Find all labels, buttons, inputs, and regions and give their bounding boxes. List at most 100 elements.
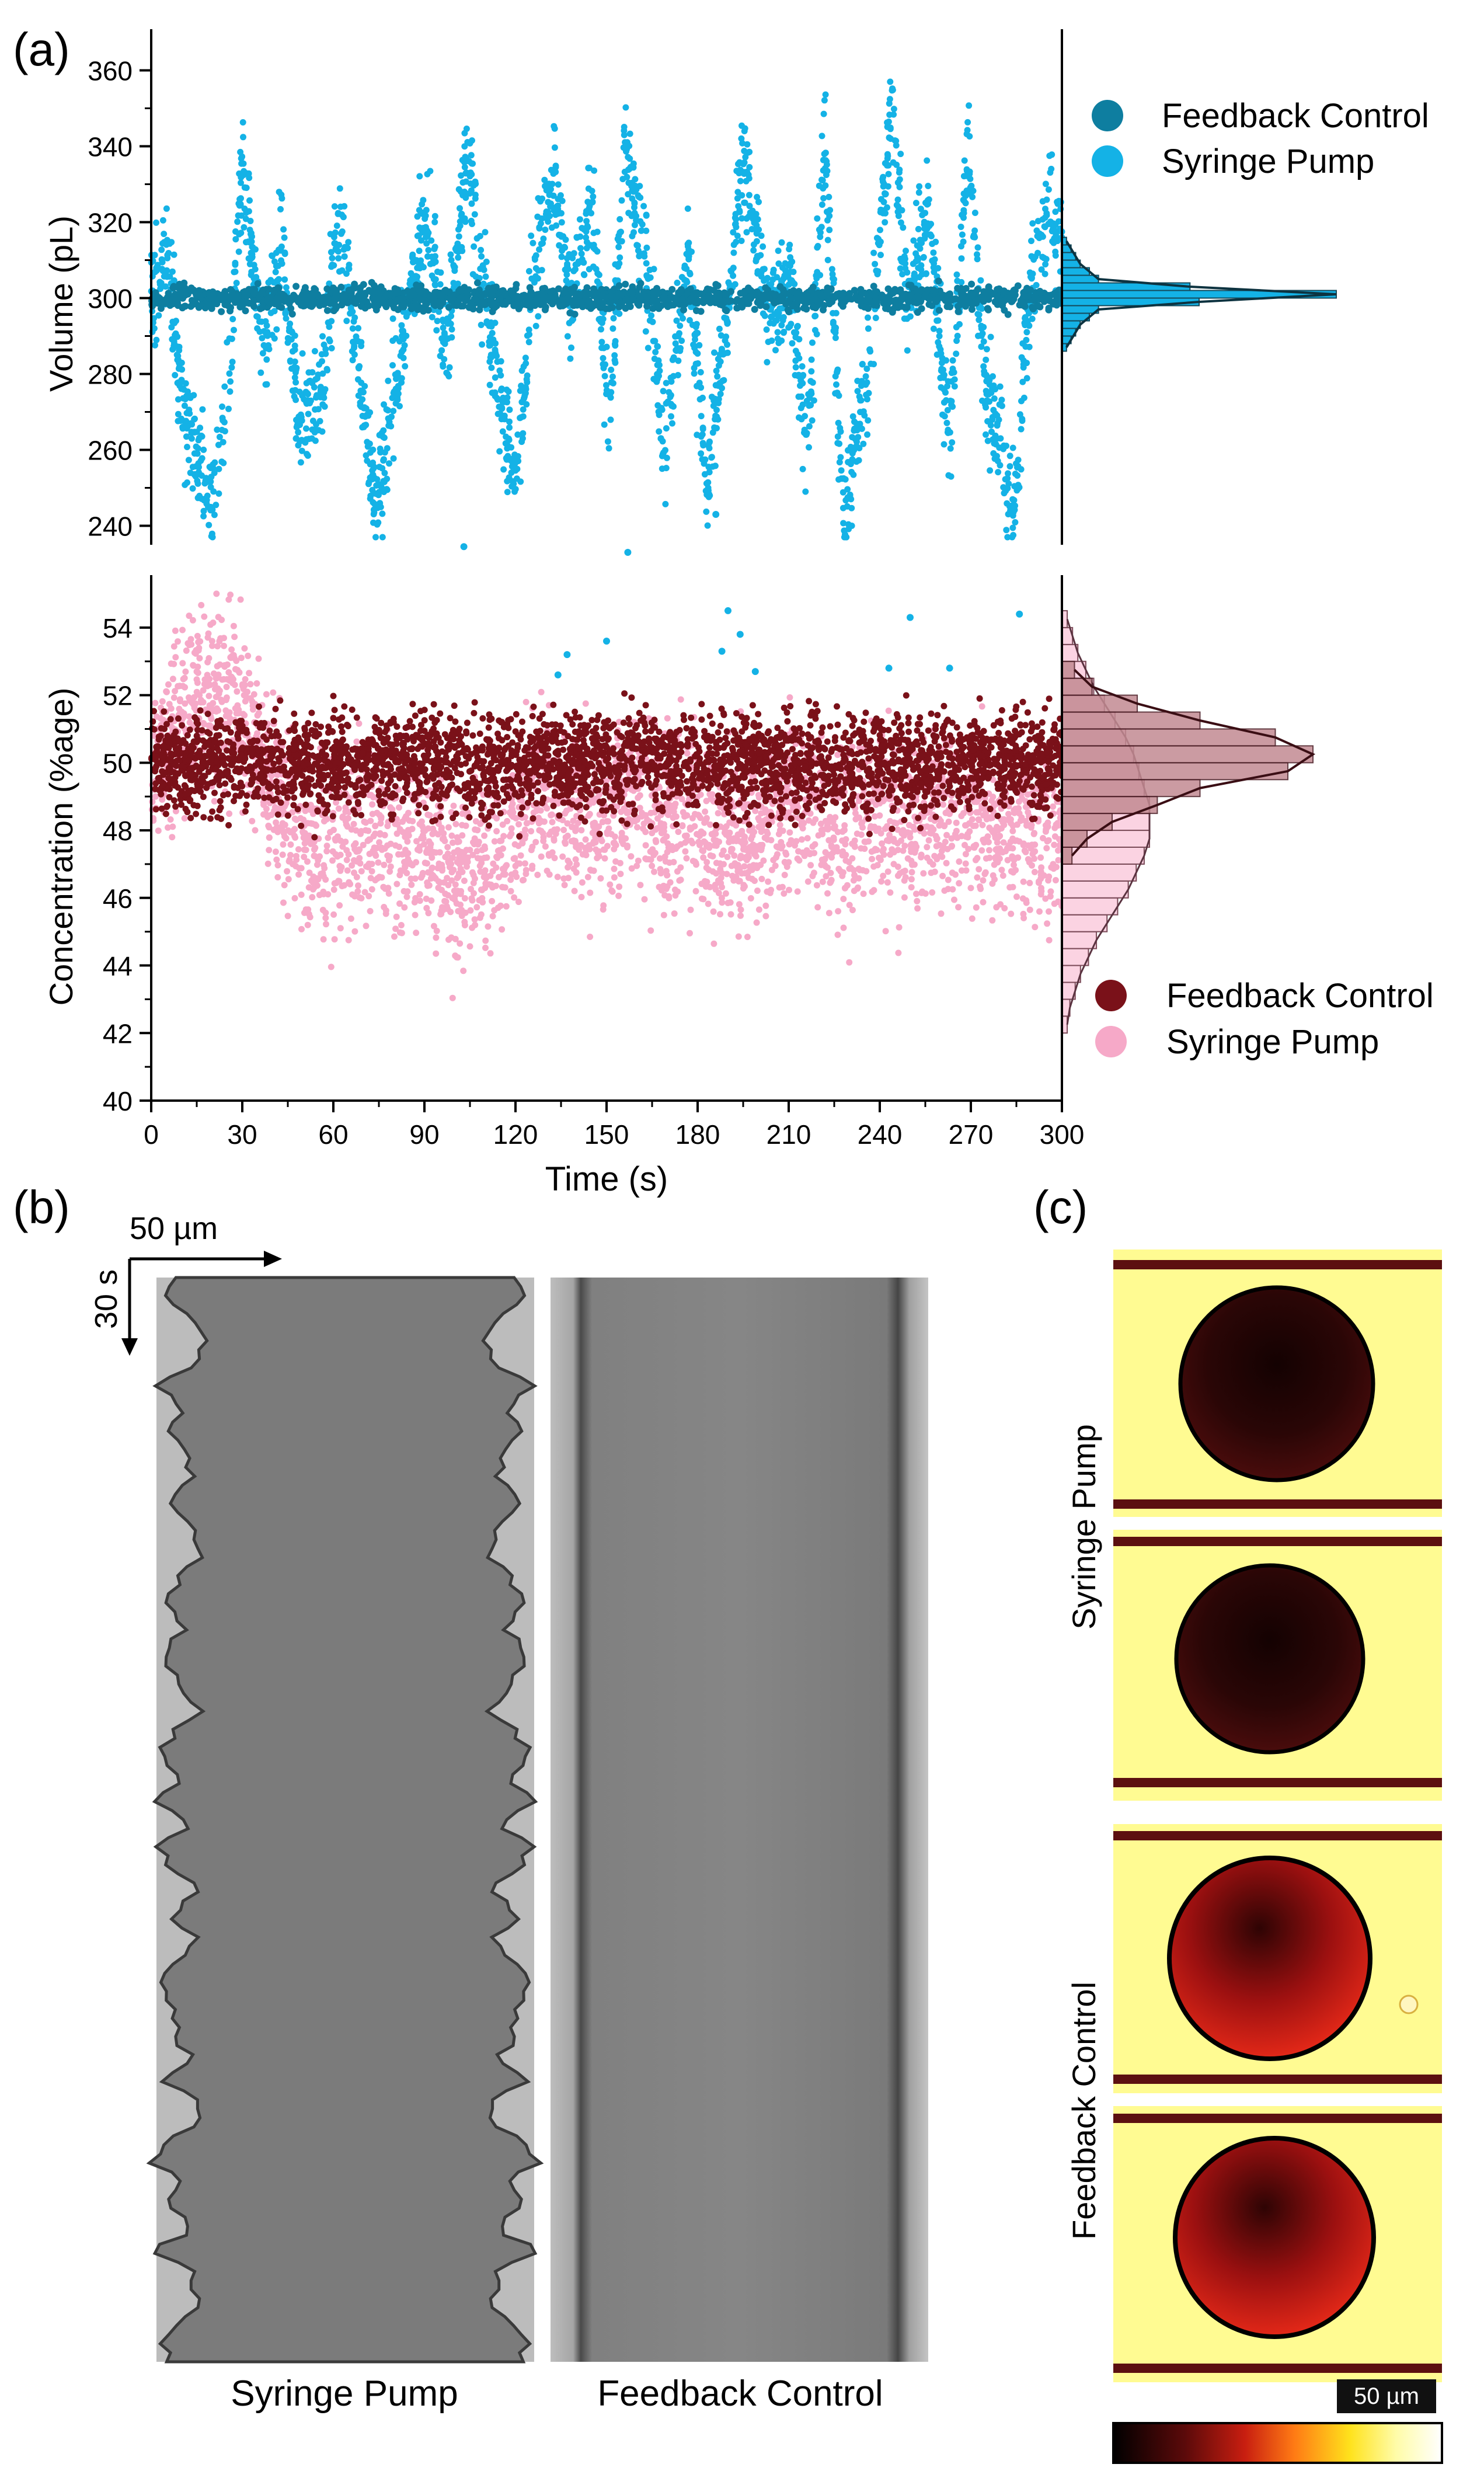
syringe-conc-point [554, 873, 561, 880]
syringe-volume-point [558, 253, 565, 260]
syringe-volume-point [298, 447, 305, 454]
feedback-volume-point [723, 307, 730, 315]
syringe-volume-point [455, 254, 462, 261]
syringe-volume-point [709, 429, 716, 436]
syringe-volume-point [486, 381, 493, 388]
syringe-volume-point [724, 349, 731, 356]
syringe-volume-point [774, 274, 781, 281]
syringe-volume-point [792, 334, 799, 341]
syringe-volume-point [552, 163, 559, 170]
feedback-volume-point [287, 305, 295, 312]
syringe-volume-point [713, 367, 720, 374]
syringe-volume-point [722, 337, 729, 344]
syringe-volume-point [598, 339, 605, 346]
syringe-conc-point [727, 911, 734, 918]
syringe-conc-point [724, 854, 731, 861]
volume-outlier-point [712, 511, 720, 518]
syringe-volume-point [188, 430, 195, 436]
feedback-volume-point [934, 295, 942, 302]
syringe-volume-point [281, 250, 288, 257]
syringe-volume-point [559, 197, 566, 204]
syringe-volume-point [1023, 375, 1030, 382]
syringe-conc-point [253, 680, 260, 687]
syringe-volume-point [518, 367, 525, 374]
syringe-conc-point [641, 896, 648, 903]
syringe-volume-point [506, 406, 513, 413]
syringe-conc-point [515, 821, 522, 828]
volume-outlier-point [460, 543, 468, 551]
syringe-volume-point [734, 195, 741, 202]
syringe-volume-point [824, 217, 831, 224]
syringe-conc-point [183, 647, 190, 654]
feedback-volume-point [968, 280, 976, 288]
feedback-volume-point [489, 288, 496, 295]
feedback-volume-point [539, 285, 546, 293]
syringe-volume-point [386, 460, 392, 467]
syringe-volume-point [247, 218, 254, 224]
syringe-volume-point [887, 126, 894, 133]
syringe-conc-point [287, 841, 294, 848]
syringe-volume-point [252, 246, 259, 253]
feedback-volume-point [946, 303, 954, 311]
syringe-volume-point [974, 256, 981, 263]
syringe-volume-point [877, 227, 883, 234]
syringe-volume-point [444, 320, 451, 327]
syringe-volume-point [371, 509, 378, 516]
syringe-volume-point [275, 246, 282, 253]
feedback-volume-point [661, 300, 669, 308]
feedback-volume-point [635, 300, 642, 308]
syringe-volume-point [643, 244, 650, 251]
syringe-conc-point [974, 874, 981, 881]
syringe-volume-point [953, 271, 960, 278]
syringe-volume-point [419, 201, 426, 208]
syringe-volume-point [983, 388, 990, 395]
syringe-volume-point [925, 183, 932, 189]
syringe-volume-point [640, 203, 647, 210]
feedback-volume-point [762, 294, 769, 301]
syringe-volume-point [563, 271, 570, 278]
syringe-volume-point [1042, 180, 1049, 187]
syringe-volume-point [583, 239, 590, 246]
syringe-volume-point [416, 260, 423, 267]
feedback-volume-point [311, 285, 318, 293]
syringe-volume-point [311, 348, 318, 354]
syringe-volume-point [885, 119, 892, 125]
syringe-volume-point [814, 244, 821, 251]
syringe-conc-point [298, 925, 305, 932]
syringe-volume-point [199, 406, 206, 413]
syringe-volume-point [603, 343, 610, 350]
syringe-volume-point [263, 356, 270, 363]
feedback-volume-point [370, 281, 378, 289]
syringe-volume-point [826, 227, 833, 234]
syringe-volume-point [517, 478, 524, 485]
syringe-volume-point [684, 243, 691, 250]
syringe-volume-point [734, 189, 741, 196]
syringe-volume-point [194, 478, 201, 485]
syringe-volume-point [949, 357, 956, 364]
syringe-conc-point [929, 889, 936, 896]
syringe-volume-point [715, 382, 722, 389]
syringe-conc-point [649, 862, 656, 869]
syringe-volume-point [508, 469, 515, 476]
syringe-volume-point [924, 231, 931, 238]
syringe-volume-point [276, 276, 282, 283]
syringe-volume-point [381, 469, 388, 476]
syringe-volume-point [786, 241, 793, 248]
syringe-volume-point [562, 236, 569, 243]
syringe-volume-point [443, 370, 450, 376]
syringe-volume-point [434, 318, 441, 325]
syringe-volume-point [845, 521, 852, 528]
syringe-volume-point [886, 112, 893, 118]
syringe-volume-point [521, 392, 528, 399]
syringe-volume-point [925, 196, 932, 203]
syringe-volume-point [808, 356, 815, 363]
syringe-conc-point [762, 913, 769, 920]
syringe-conc-point [291, 895, 298, 902]
syringe-volume-point [960, 214, 967, 221]
syringe-volume-point [987, 422, 994, 429]
syringe-volume-point [1001, 490, 1008, 497]
syringe-volume-point [469, 221, 475, 227]
syringe-volume-point [537, 220, 544, 227]
syringe-volume-point [194, 495, 201, 502]
syringe-volume-point [486, 334, 493, 341]
